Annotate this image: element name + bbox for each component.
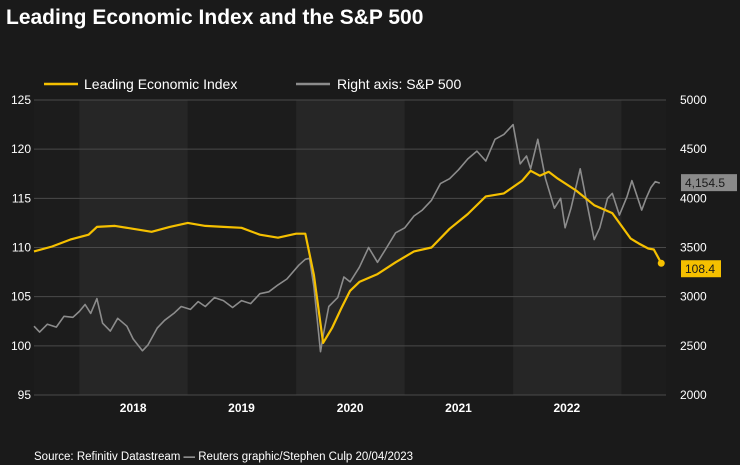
sp500-end-label-box	[681, 174, 737, 192]
left-tick-label: 115	[12, 191, 31, 205]
chart-title: Leading Economic Index and the S&P 500	[6, 6, 424, 29]
left-tick-label: 125	[11, 93, 31, 107]
x-tick-label: 2021	[445, 401, 472, 415]
x-tick-label: 2022	[553, 401, 580, 415]
sp500-end-label: 4,154.5	[685, 176, 725, 190]
right-tick-label: 2000	[680, 388, 707, 402]
x-tick-label: 2018	[120, 401, 147, 415]
left-tick-label: 120	[11, 142, 31, 156]
gridlines	[34, 99, 666, 396]
right-tick-label: 3500	[680, 241, 707, 255]
left-tick-label: 110	[12, 241, 31, 255]
x-tick-label: 2019	[228, 401, 255, 415]
lei-end-label-box	[681, 260, 721, 278]
left-axis-ticks: 95 100 105 110 115 120 125	[11, 93, 31, 402]
source-note: Source: Refinitiv Datastream — Reuters g…	[34, 451, 414, 463]
legend-label-sp500: Right axis: S&P 500	[337, 76, 461, 92]
left-tick-label: 100	[11, 339, 31, 353]
right-tick-label: 2500	[680, 339, 707, 353]
legend-label-lei: Leading Economic Index	[84, 76, 237, 92]
right-tick-label: 5000	[680, 93, 707, 107]
lei-end-point	[657, 259, 665, 267]
end-labels: 4,154.5 108.4	[681, 174, 737, 278]
sp500-line	[33, 123, 661, 353]
right-tick-label: 4000	[680, 191, 707, 205]
left-tick-label: 105	[11, 290, 31, 304]
left-tick-label: 95	[18, 388, 32, 402]
right-tick-label: 3000	[680, 290, 707, 304]
lei-end-label: 108.4	[685, 262, 715, 276]
x-axis-ticks: 2018 2019 2020 2021 2022	[120, 401, 581, 415]
right-tick-label: 4500	[680, 142, 707, 156]
series-lines	[33, 123, 665, 353]
legend: Leading Economic Index Right axis: S&P 50…	[44, 76, 461, 92]
x-tick-label: 2020	[337, 401, 364, 415]
right-axis-ticks: 2000 2500 3000 3500 4000 4500 5000	[680, 93, 707, 402]
lei-line	[33, 169, 663, 344]
